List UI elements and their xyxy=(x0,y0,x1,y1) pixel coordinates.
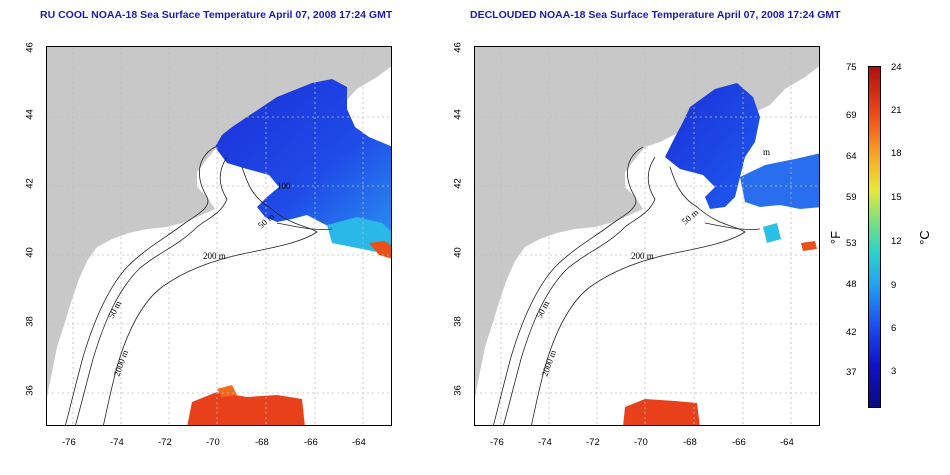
right-x-tick-66: -66 xyxy=(732,437,746,448)
right-x-tick-74: -74 xyxy=(538,437,552,448)
cbar-c-15: 15 xyxy=(891,192,902,203)
left-y-tick-44: 44 xyxy=(24,109,36,120)
left-x-tick-70: -70 xyxy=(206,437,220,448)
right-cold-water xyxy=(665,83,760,209)
left-warm-south-2 xyxy=(217,385,237,397)
left-x-tick-76: -76 xyxy=(62,437,76,448)
right-x-tick-72: -72 xyxy=(586,437,600,448)
left-x-tick-66: -66 xyxy=(304,437,318,448)
left-land-mass xyxy=(47,47,391,397)
right-y-tick-46: 46 xyxy=(452,42,464,53)
left-x-tick-68: -68 xyxy=(255,437,269,448)
colorbar-unit-c: °C xyxy=(916,230,932,245)
right-y-tick-36: 36 xyxy=(452,385,464,396)
left-cold-water xyxy=(215,79,391,236)
right-contours xyxy=(493,146,761,425)
right-x-tick-64: -64 xyxy=(780,437,794,448)
left-warm-spot xyxy=(369,241,391,259)
left-map-panel: 200 m 50 m 2000 m 50 m 100 xyxy=(46,46,392,426)
left-x-tick-64: -64 xyxy=(352,437,366,448)
left-y-tick-42: 42 xyxy=(24,178,36,189)
cbar-c-21: 21 xyxy=(891,105,902,116)
right-map-panel: 200 m 50 m 2000 m 50 m m xyxy=(474,46,820,426)
right-x-tick-76: -76 xyxy=(490,437,504,448)
right-contour-2000: 2000 m xyxy=(539,349,558,378)
right-contour-m: m xyxy=(763,147,770,157)
cbar-f-42: 42 xyxy=(846,327,857,338)
cbar-f-64: 64 xyxy=(846,151,857,162)
right-panel-title: DECLOUDED NOAA-18 Sea Surface Temperatur… xyxy=(470,9,841,21)
temperature-colorbar xyxy=(868,66,881,408)
cbar-c-6: 6 xyxy=(891,323,897,334)
left-contour-100: 100 xyxy=(277,181,291,191)
right-grid xyxy=(475,47,819,425)
right-y-tick-44: 44 xyxy=(452,109,464,120)
left-y-tick-40: 40 xyxy=(24,247,36,258)
left-y-tick-36: 36 xyxy=(24,385,36,396)
left-grid xyxy=(47,47,391,425)
left-map-svg: 200 m 50 m 2000 m 50 m 100 xyxy=(47,47,391,425)
right-warm-spot xyxy=(801,241,817,251)
right-cyan-water xyxy=(763,223,781,243)
right-y-tick-40: 40 xyxy=(452,247,464,258)
cbar-c-18: 18 xyxy=(891,148,902,159)
cbar-f-48: 48 xyxy=(846,279,857,290)
right-contour-200: 200 m xyxy=(631,251,654,261)
left-contour-2000: 2000 m xyxy=(111,349,130,378)
left-x-tick-74: -74 xyxy=(110,437,124,448)
right-map-svg: 200 m 50 m 2000 m 50 m m xyxy=(475,47,819,425)
cbar-c-9: 9 xyxy=(891,280,897,291)
cbar-c-12: 12 xyxy=(891,236,902,247)
left-contours xyxy=(65,146,333,425)
colorbar-unit-f: °F xyxy=(828,230,844,245)
cbar-f-53: 53 xyxy=(846,238,857,249)
right-land-mass xyxy=(475,47,819,397)
left-y-tick-38: 38 xyxy=(24,316,36,327)
right-cold-east xyxy=(740,153,819,209)
right-warm-south xyxy=(623,399,700,425)
right-y-tick-38: 38 xyxy=(452,316,464,327)
cbar-c-24: 24 xyxy=(891,62,902,73)
cbar-f-69: 69 xyxy=(846,110,857,121)
right-x-tick-68: -68 xyxy=(683,437,697,448)
cbar-f-37: 37 xyxy=(846,367,857,378)
right-y-tick-42: 42 xyxy=(452,178,464,189)
left-panel-title: RU COOL NOAA-18 Sea Surface Temperature … xyxy=(40,9,393,21)
right-contour-50b: 50 m xyxy=(680,207,700,226)
right-x-tick-70: -70 xyxy=(634,437,648,448)
left-warm-south xyxy=(187,392,305,425)
cbar-f-59: 59 xyxy=(846,192,857,203)
left-contour-200: 200 m xyxy=(203,251,226,261)
cbar-c-3: 3 xyxy=(891,366,897,377)
left-x-tick-72: -72 xyxy=(158,437,172,448)
left-y-tick-46: 46 xyxy=(24,42,36,53)
cbar-f-75: 75 xyxy=(846,62,857,73)
